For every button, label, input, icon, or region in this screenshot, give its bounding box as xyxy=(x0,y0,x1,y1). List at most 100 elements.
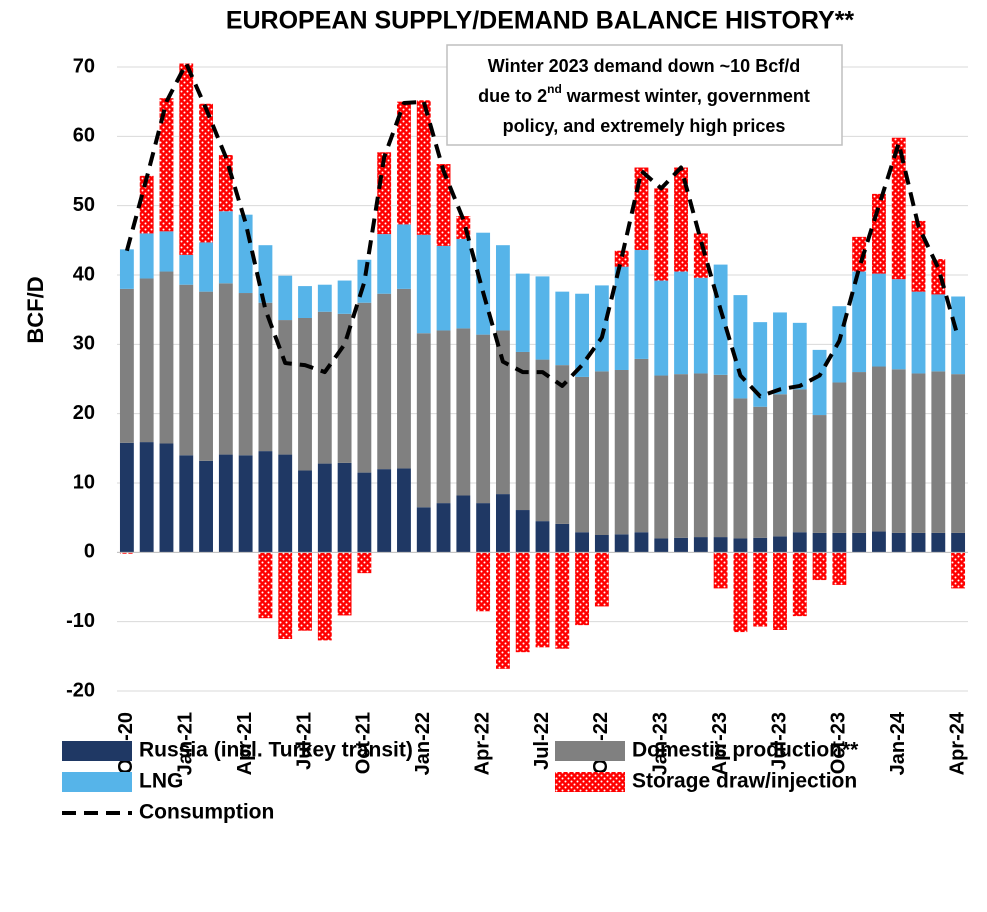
bar xyxy=(931,294,946,372)
legend-swatch xyxy=(62,772,132,792)
legend-label: Domestic production** xyxy=(632,739,859,762)
bar xyxy=(357,472,372,553)
bar xyxy=(456,495,471,553)
bar xyxy=(278,320,293,455)
bar xyxy=(515,273,530,352)
bar xyxy=(773,552,787,630)
x-tick-label: Jan-21 xyxy=(175,712,197,775)
bar xyxy=(298,470,312,553)
bar xyxy=(555,291,570,366)
bar xyxy=(199,291,213,461)
bar xyxy=(872,273,886,367)
bar xyxy=(436,503,451,553)
x-tick-label: Apr-22 xyxy=(471,712,493,775)
bar xyxy=(416,333,431,508)
bar xyxy=(199,242,213,292)
bar xyxy=(535,359,550,522)
bar xyxy=(377,234,392,294)
y-tick-label: 60 xyxy=(73,125,95,147)
bar xyxy=(674,167,688,272)
legend-label: Storage draw/injection xyxy=(632,770,857,793)
bar xyxy=(614,534,629,553)
consumption-line xyxy=(124,61,961,399)
bar xyxy=(317,284,332,312)
y-tick-label: 20 xyxy=(73,402,95,424)
bar xyxy=(317,552,332,641)
y-tick-label: 0 xyxy=(84,541,95,563)
bar xyxy=(792,532,807,553)
bar xyxy=(199,103,213,243)
bar xyxy=(693,373,708,538)
bar xyxy=(693,277,708,374)
bar xyxy=(397,468,411,553)
bar xyxy=(119,552,134,554)
bar xyxy=(278,275,293,321)
bar xyxy=(951,552,966,589)
bar xyxy=(397,101,411,225)
bar xyxy=(713,264,728,375)
bar xyxy=(436,164,451,246)
bar xyxy=(278,552,293,639)
bar xyxy=(594,535,609,553)
bar xyxy=(337,552,352,616)
annotation-part: nd xyxy=(547,82,562,96)
bar xyxy=(555,523,570,553)
bar xyxy=(693,537,708,553)
bar xyxy=(159,271,174,444)
bar xyxy=(298,317,312,471)
bar xyxy=(218,155,233,212)
bar xyxy=(218,454,233,553)
bar xyxy=(495,245,510,331)
bar xyxy=(713,374,728,538)
bar xyxy=(535,552,550,648)
bar xyxy=(852,532,867,553)
bar xyxy=(713,552,728,589)
bar xyxy=(773,536,787,553)
bar xyxy=(753,406,768,538)
bar xyxy=(614,250,629,267)
bar xyxy=(337,280,352,314)
bar xyxy=(317,463,332,553)
bar xyxy=(654,188,669,281)
bar xyxy=(515,351,530,511)
bar xyxy=(891,369,906,533)
bar xyxy=(812,349,827,416)
bar xyxy=(792,322,807,390)
bar xyxy=(139,442,154,553)
bar xyxy=(951,296,966,375)
bar xyxy=(911,532,926,553)
legend-swatch xyxy=(62,741,132,761)
x-tick-label: Jan-23 xyxy=(650,712,672,775)
bar xyxy=(179,455,194,553)
bar xyxy=(159,98,174,232)
bar xyxy=(535,521,550,553)
bar xyxy=(357,302,372,473)
bar xyxy=(911,291,926,374)
x-tick-label: Apr-21 xyxy=(234,712,256,775)
chart-title: EUROPEAN SUPPLY/DEMAND BALANCE HISTORY** xyxy=(226,7,855,35)
bar xyxy=(575,552,590,626)
bar xyxy=(456,238,471,329)
x-tick-label: Apr-23 xyxy=(709,712,731,775)
bar xyxy=(139,278,154,443)
y-tick-label: 70 xyxy=(73,55,95,77)
legend-label: Russia (incl. Turkey transit) xyxy=(139,739,413,762)
bar xyxy=(674,271,688,375)
bar xyxy=(456,328,471,496)
annotation-part: due to 2 xyxy=(478,86,547,106)
bar xyxy=(931,532,946,553)
x-tick-label: Jul-22 xyxy=(531,712,553,770)
bar xyxy=(733,538,748,553)
bar xyxy=(812,415,827,533)
bar xyxy=(872,366,886,532)
bar xyxy=(674,537,688,553)
bar xyxy=(218,283,233,455)
bar xyxy=(594,552,609,607)
bar xyxy=(693,233,708,278)
bar xyxy=(872,193,886,274)
x-tick-label: Jan-24 xyxy=(887,711,909,775)
bar xyxy=(792,552,807,617)
bar xyxy=(258,302,273,452)
bar xyxy=(436,330,451,504)
